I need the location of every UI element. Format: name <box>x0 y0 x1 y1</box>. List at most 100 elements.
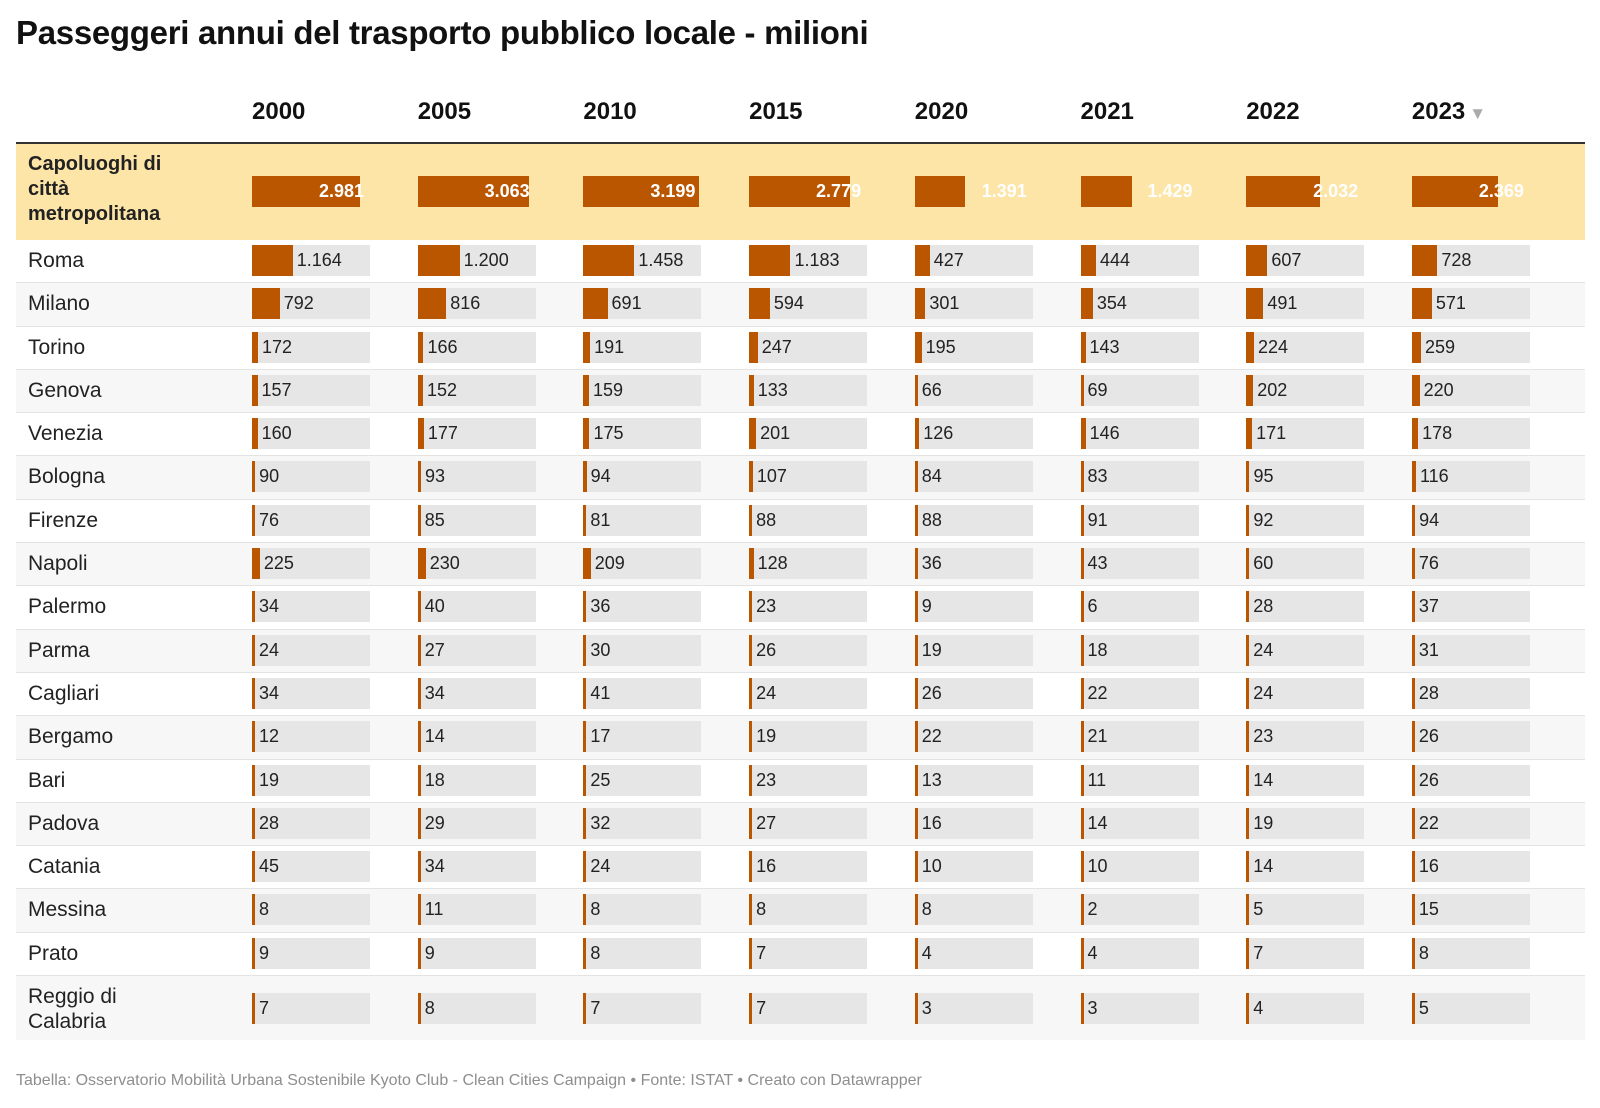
value-cell: 177 <box>418 418 536 449</box>
value-bar <box>252 461 255 492</box>
value-cell: 31 <box>1412 635 1530 666</box>
value-cell: 93 <box>418 461 536 492</box>
value-cell: 8 <box>252 894 370 925</box>
row-label: Napoli <box>28 551 228 576</box>
value-label: 23 <box>756 765 776 796</box>
column-header-2022[interactable]: 2022 <box>1246 98 1396 126</box>
value-cell: 36 <box>583 591 701 622</box>
value-label: 26 <box>756 635 776 666</box>
value-cell: 160 <box>252 418 370 449</box>
value-bar <box>749 993 752 1024</box>
value-cell: 10 <box>915 851 1033 882</box>
value-cell: 133 <box>749 375 867 406</box>
value-bar <box>252 765 255 796</box>
value-cell: 69 <box>1081 375 1199 406</box>
row-label: Padova <box>28 811 228 836</box>
value-cell: 66 <box>915 375 1033 406</box>
row-label: Roma <box>28 248 228 273</box>
value-label: 354 <box>1097 288 1127 319</box>
value-bar <box>418 808 421 839</box>
column-header-2023[interactable]: 2023 ▼ <box>1412 98 1562 126</box>
value-label: 19 <box>1253 808 1273 839</box>
value-cell: 4 <box>915 938 1033 969</box>
bar-track <box>1081 993 1199 1024</box>
table-row-total: Capoluoghi di città metropolitana 2.981 3.… <box>16 144 1585 240</box>
value-bar <box>749 721 752 752</box>
value-label: 81 <box>590 505 610 536</box>
value-label: 4 <box>922 938 932 969</box>
sort-descending-icon[interactable]: ▼ <box>1469 104 1486 123</box>
column-header-2005[interactable]: 2005 <box>418 98 568 126</box>
value-bar <box>915 245 930 276</box>
table-row: Messina 8 11 8 8 8 2 5 15 <box>16 889 1585 932</box>
value-bar <box>252 851 255 882</box>
value-label: 34 <box>259 678 279 709</box>
value-bar <box>749 678 752 709</box>
value-cell: 6 <box>1081 591 1199 622</box>
row-label: Messina <box>28 897 228 922</box>
value-bar <box>1246 548 1249 579</box>
value-cell: 95 <box>1246 461 1364 492</box>
value-label: 178 <box>1422 418 1452 449</box>
bar-track <box>583 938 701 969</box>
value-bar <box>1412 678 1415 709</box>
value-label: 21 <box>1088 721 1108 752</box>
value-label: 26 <box>922 678 942 709</box>
bar-track <box>418 938 536 969</box>
column-header-2015[interactable]: 2015 <box>749 98 899 126</box>
value-bar <box>915 375 918 406</box>
value-cell: 159 <box>583 375 701 406</box>
value-label: 594 <box>774 288 804 319</box>
value-label: 3.063 <box>485 176 530 207</box>
value-bar <box>1081 505 1084 536</box>
value-cell: 81 <box>583 505 701 536</box>
column-header-2020[interactable]: 2020 <box>915 98 1065 126</box>
row-label: Parma <box>28 638 228 663</box>
value-cell: 143 <box>1081 332 1199 363</box>
value-label: 166 <box>427 332 457 363</box>
value-label: 8 <box>590 894 600 925</box>
value-label: 23 <box>756 591 776 622</box>
value-label: 31 <box>1419 635 1439 666</box>
bar-track <box>1081 245 1199 276</box>
value-cell: 728 <box>1412 245 1530 276</box>
value-bar <box>1246 332 1254 363</box>
bar-track <box>252 938 370 969</box>
value-bar <box>1246 678 1249 709</box>
value-label: 1.429 <box>1147 176 1192 207</box>
table-row: Palermo 34 40 36 23 9 6 28 37 <box>16 586 1585 629</box>
value-label: 88 <box>756 505 776 536</box>
value-cell: 1.200 <box>418 245 536 276</box>
table-row: Cagliari 34 34 41 24 26 22 24 28 <box>16 673 1585 716</box>
column-header-2010[interactable]: 2010 <box>583 98 733 126</box>
value-cell: 166 <box>418 332 536 363</box>
value-cell: 16 <box>749 851 867 882</box>
value-label: 7 <box>1253 938 1263 969</box>
column-header-2000[interactable]: 2000 <box>252 98 402 126</box>
value-label: 13 <box>922 765 942 796</box>
value-label: 160 <box>262 418 292 449</box>
bar-track <box>418 993 536 1024</box>
value-label: 172 <box>262 332 292 363</box>
value-bar <box>583 375 589 406</box>
value-label: 34 <box>425 851 445 882</box>
bar-track <box>583 993 701 1024</box>
value-label: 76 <box>1419 548 1439 579</box>
value-label: 143 <box>1090 332 1120 363</box>
value-label: 301 <box>929 288 959 319</box>
column-header-2021[interactable]: 2021 <box>1081 98 1231 126</box>
value-cell: 1.164 <box>252 245 370 276</box>
value-label: 7 <box>259 993 269 1024</box>
value-label: 607 <box>1271 245 1301 276</box>
value-cell: 157 <box>252 375 370 406</box>
value-label: 1.458 <box>638 245 683 276</box>
value-label: 146 <box>1090 418 1120 449</box>
value-label: 247 <box>762 332 792 363</box>
value-bar <box>749 245 790 276</box>
value-bar <box>1246 245 1267 276</box>
value-label: 5 <box>1419 993 1429 1024</box>
value-label: 8 <box>922 894 932 925</box>
value-bar <box>1081 245 1097 276</box>
value-cell: 23 <box>749 591 867 622</box>
value-cell: 14 <box>1246 851 1364 882</box>
